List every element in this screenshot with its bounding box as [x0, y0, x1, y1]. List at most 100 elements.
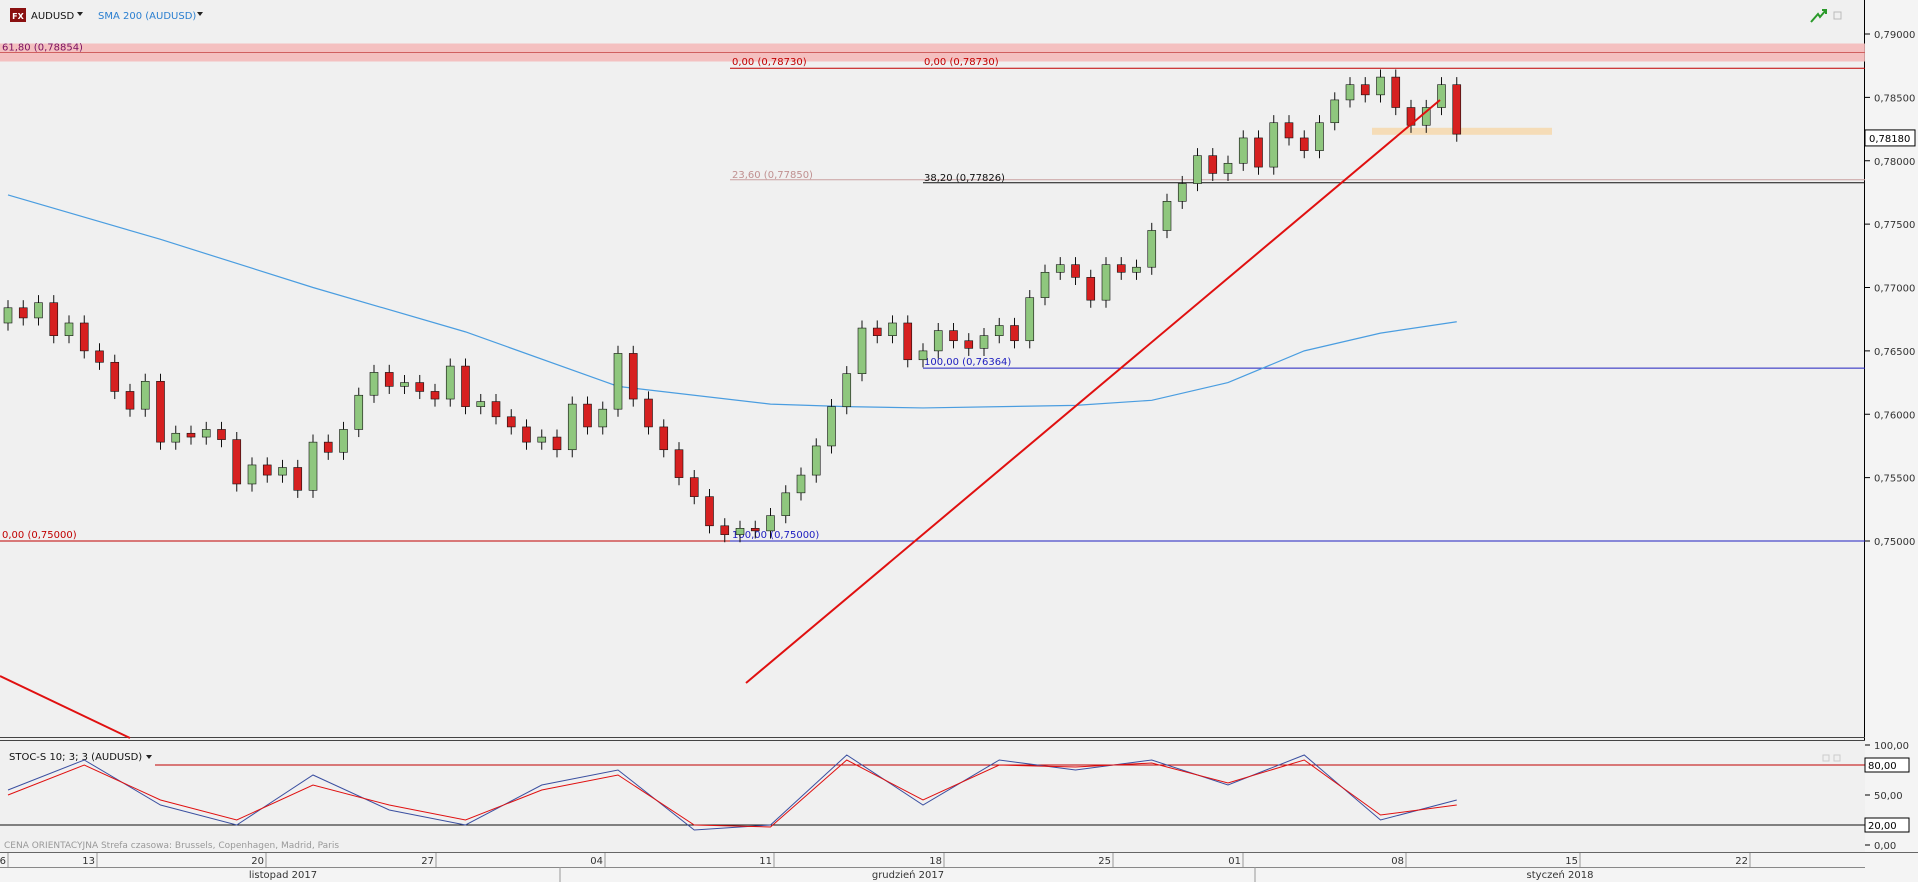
candle — [1116, 264, 1126, 273]
candle — [644, 398, 653, 428]
stoch-dropdown-icon[interactable] — [146, 755, 152, 759]
stoch-axis: 100,00 50,00 0,00 — [1865, 741, 1909, 852]
candle — [323, 441, 333, 453]
stoch-tick-label: 100,00 — [1874, 741, 1909, 752]
fib-3820-label: 38,20 (0,77826) — [924, 173, 1005, 184]
maximize-icon[interactable] — [1833, 11, 1842, 20]
candle — [140, 380, 150, 410]
candle — [476, 401, 486, 407]
candle — [110, 361, 120, 392]
sma-indicator-label[interactable]: SMA 200 (AUDUSD) — [98, 11, 196, 22]
candle — [95, 350, 104, 363]
symbol-label[interactable]: AUDUSD — [31, 11, 75, 22]
day-label: 18 — [929, 856, 942, 867]
stoch-maximize-icon[interactable] — [1833, 754, 1841, 762]
fib-zero-a-label: 0,00 (0,78730) — [732, 57, 807, 68]
candle — [888, 322, 897, 336]
candle — [34, 302, 43, 319]
candle — [735, 528, 745, 535]
candle — [201, 429, 211, 438]
candle — [842, 373, 852, 407]
candle — [1269, 122, 1279, 168]
trendline-lower[interactable] — [0, 675, 131, 739]
candle — [522, 426, 531, 443]
candle — [400, 382, 409, 387]
candle — [613, 353, 623, 410]
candle — [1193, 155, 1202, 184]
candle — [1132, 266, 1141, 273]
symbol-dropdown-icon[interactable] — [77, 12, 83, 16]
price-tick-label: 0,77000 — [1874, 284, 1915, 295]
price-tick-label: 0,79000 — [1874, 30, 1915, 41]
candle — [720, 525, 730, 535]
candle — [1254, 137, 1263, 168]
candle — [872, 327, 882, 336]
price-tick-label: 0,75000 — [1874, 537, 1915, 548]
stoch-d-line — [7, 759, 1457, 828]
candle — [903, 322, 913, 361]
candle — [461, 365, 470, 407]
candle — [766, 515, 775, 532]
day-label: 13 — [82, 856, 95, 867]
current-price-marker: 0,78180 — [1864, 129, 1916, 147]
candle — [811, 445, 821, 476]
day-label: 06 — [0, 856, 6, 867]
candle — [689, 477, 699, 497]
candle — [339, 429, 348, 453]
candle — [1315, 122, 1324, 151]
stoch-k-line — [7, 754, 1457, 831]
candle — [384, 372, 394, 387]
candle — [1101, 264, 1111, 301]
indicator-dropdown-icon[interactable] — [197, 12, 203, 16]
candle — [430, 391, 440, 400]
candle — [79, 322, 89, 352]
price-tick-label: 0,77500 — [1874, 220, 1915, 231]
price-tick-label: 0,78500 — [1874, 93, 1915, 104]
candle — [933, 330, 943, 352]
time-axis: 06 13 20 27 04 11 18 25 01 08 15 22 listopad 2017 gru… — [0, 853, 1751, 882]
day-label: 20 — [251, 856, 264, 867]
stoch-20-box — [1864, 817, 1910, 833]
stoch-tick-label: 50,00 — [1874, 791, 1903, 802]
stoch-close-icon[interactable] — [1822, 754, 1830, 762]
fx-badge-text: FX — [12, 12, 24, 21]
candle — [369, 372, 379, 396]
stoch-level-marker-80: 80,00 — [1864, 757, 1910, 773]
candle — [1162, 201, 1172, 231]
stoch-tick-label: 0,00 — [1874, 841, 1896, 852]
candle — [567, 403, 577, 451]
stoch-20-label: 20,00 — [1868, 821, 1897, 832]
candle — [1345, 84, 1355, 101]
candle — [918, 350, 928, 361]
candle — [1025, 297, 1035, 342]
month-label: listopad 2017 — [249, 870, 317, 881]
candle — [18, 307, 28, 319]
candle — [1208, 155, 1218, 174]
candle — [1040, 271, 1050, 298]
stoch-80-label: 80,00 — [1868, 761, 1897, 772]
candle — [1421, 107, 1431, 126]
candle — [64, 322, 74, 336]
stoch-label[interactable]: STOC-S 10; 3; 3 (AUDUSD) — [9, 752, 142, 763]
candle — [217, 429, 226, 440]
trend-up-icon[interactable] — [1810, 9, 1827, 23]
day-label: 11 — [759, 856, 772, 867]
day-label: 22 — [1735, 856, 1748, 867]
trendline-main[interactable] — [745, 99, 1441, 684]
header-bar: FX AUDUSD SMA 200 (AUDUSD) — [10, 8, 1842, 23]
day-label: 08 — [1391, 856, 1404, 867]
candle — [537, 436, 547, 443]
fib-6180-label: 61,80 (0,78854) — [2, 43, 83, 54]
current-price-box — [1864, 129, 1916, 147]
candle — [415, 382, 425, 392]
candle — [1055, 264, 1065, 273]
stoch-pane — [0, 741, 1865, 852]
fib-100-a-label: 100,00 (0,76364) — [924, 357, 1011, 368]
month-label: styczeń 2018 — [1527, 869, 1594, 881]
candle — [171, 432, 181, 443]
candle — [583, 403, 592, 428]
price-tick-label: 0,78000 — [1874, 157, 1915, 168]
candle — [1452, 84, 1462, 135]
stoch-footer-note: CENA ORIENTACYJNA Strefa czasowa: Brusse… — [4, 841, 339, 851]
